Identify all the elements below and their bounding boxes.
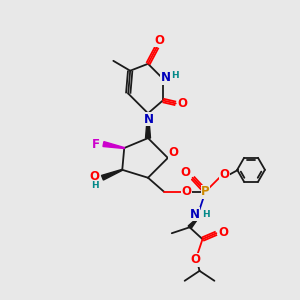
Text: O: O [169,146,179,160]
Text: O: O [181,166,191,179]
Text: O: O [89,170,100,183]
Polygon shape [188,218,198,229]
Text: N: N [144,113,154,126]
Text: H: H [202,210,209,219]
Text: N: N [190,208,200,221]
Text: H: H [171,71,178,80]
Text: O: O [182,185,192,198]
Polygon shape [103,142,124,148]
Text: O: O [218,226,228,239]
Polygon shape [146,113,151,138]
Text: O: O [190,254,201,266]
Text: F: F [92,138,100,151]
Text: P: P [201,185,210,198]
Text: O: O [154,34,164,46]
Text: O: O [219,168,229,181]
Polygon shape [101,169,122,180]
Text: O: O [178,97,188,110]
Text: N: N [161,71,171,84]
Text: H: H [91,181,98,190]
